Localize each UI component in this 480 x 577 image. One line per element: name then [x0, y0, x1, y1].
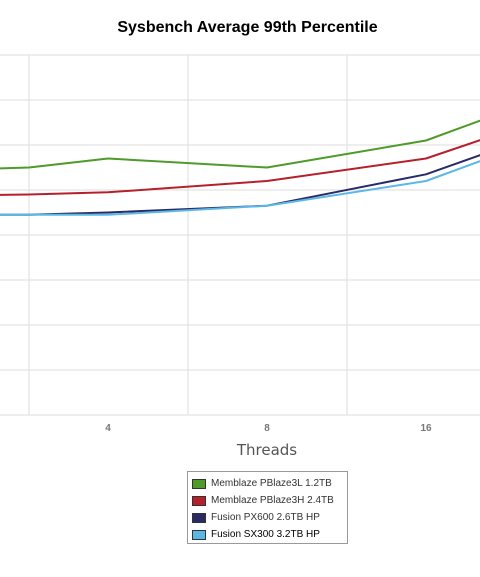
legend-item[interactable]: Fusion PX600 2.6TB HP	[192, 509, 347, 526]
legend-item[interactable]: Fusion SX300 3.2TB HP	[192, 526, 347, 543]
chart-title: Sysbench Average 99th Percentile	[117, 19, 378, 36]
x-tick-label: 8	[264, 423, 270, 434]
series-line-4	[0, 160, 480, 216]
legend-swatch	[192, 495, 206, 506]
series-line-2	[0, 139, 480, 196]
x-tick-label: 4	[105, 423, 111, 434]
legend-item[interactable]: Memblaze PBlaze3H 2.4TB	[192, 492, 347, 509]
legend-label: Fusion SX300 3.2TB HP	[211, 529, 320, 540]
x-axis-label: Threads	[236, 441, 297, 459]
grid-lines	[0, 54, 480, 416]
legend-swatch	[192, 529, 206, 540]
legend-swatch	[192, 512, 206, 523]
legend-item[interactable]: Memblaze PBlaze3L 1.2TB	[192, 475, 347, 492]
legend-label: Memblaze PBlaze3H 2.4TB	[211, 495, 334, 506]
series-line-1	[0, 119, 480, 170]
legend-label: Fusion PX600 2.6TB HP	[211, 512, 320, 523]
legend: Memblaze PBlaze3L 1.2TB Memblaze PBlaze3H…	[187, 471, 348, 544]
legend-swatch	[192, 478, 206, 489]
x-tick-label: 16	[420, 423, 432, 434]
x-tick-labels: 4 8 16	[105, 423, 432, 434]
series-lines	[0, 119, 480, 216]
legend-label: Memblaze PBlaze3L 1.2TB	[211, 478, 332, 489]
